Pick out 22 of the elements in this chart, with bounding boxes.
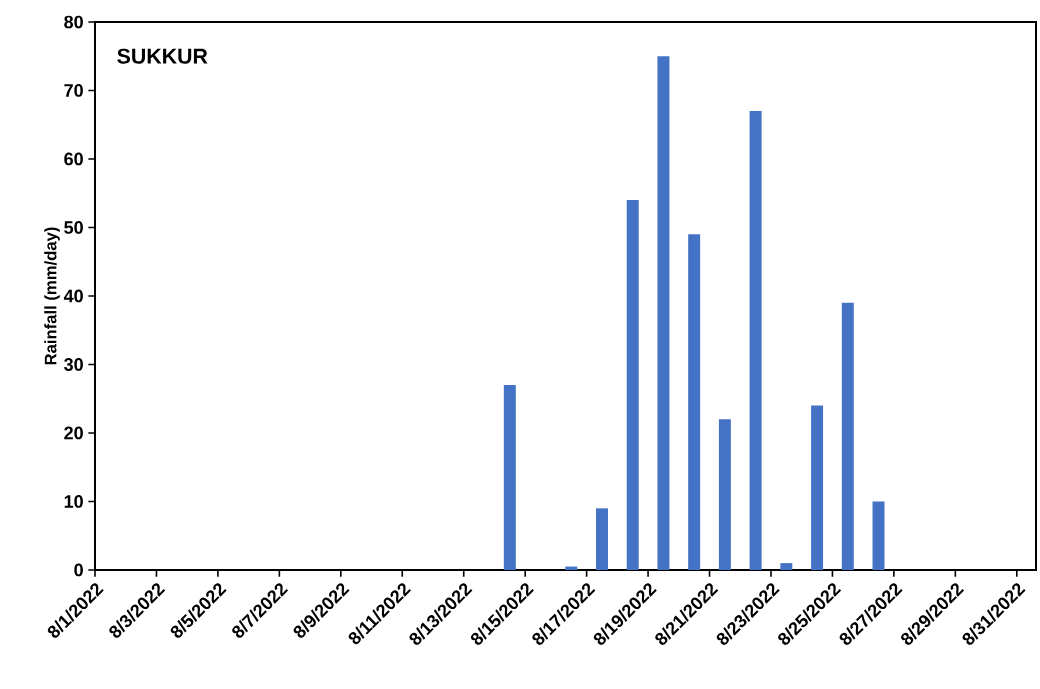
text: SUKKUR — [117, 48, 208, 64]
bar — [780, 563, 793, 570]
y-tick-label: 0 — [74, 563, 83, 577]
bar — [657, 56, 670, 570]
y-axis-title: Rainfall (mm/day) — [44, 227, 60, 365]
bar — [811, 405, 824, 570]
bar — [503, 385, 516, 570]
bar — [596, 508, 608, 570]
bar — [749, 111, 762, 570]
bar — [841, 302, 854, 570]
y-tick-label: 40 — [63, 289, 83, 303]
bar — [688, 234, 701, 570]
y-tick-label: 60 — [64, 152, 83, 166]
y-tick-label: 80 — [64, 15, 83, 29]
bar — [626, 200, 639, 570]
bar — [872, 501, 885, 570]
y-tick-label: 50 — [64, 221, 83, 234]
y-tick-label: 10 — [64, 495, 83, 508]
y-tick-label: 20 — [64, 426, 83, 440]
y-tick-label: 30 — [64, 358, 83, 371]
y-tick-label: 70 — [64, 84, 83, 97]
bar — [718, 419, 731, 570]
